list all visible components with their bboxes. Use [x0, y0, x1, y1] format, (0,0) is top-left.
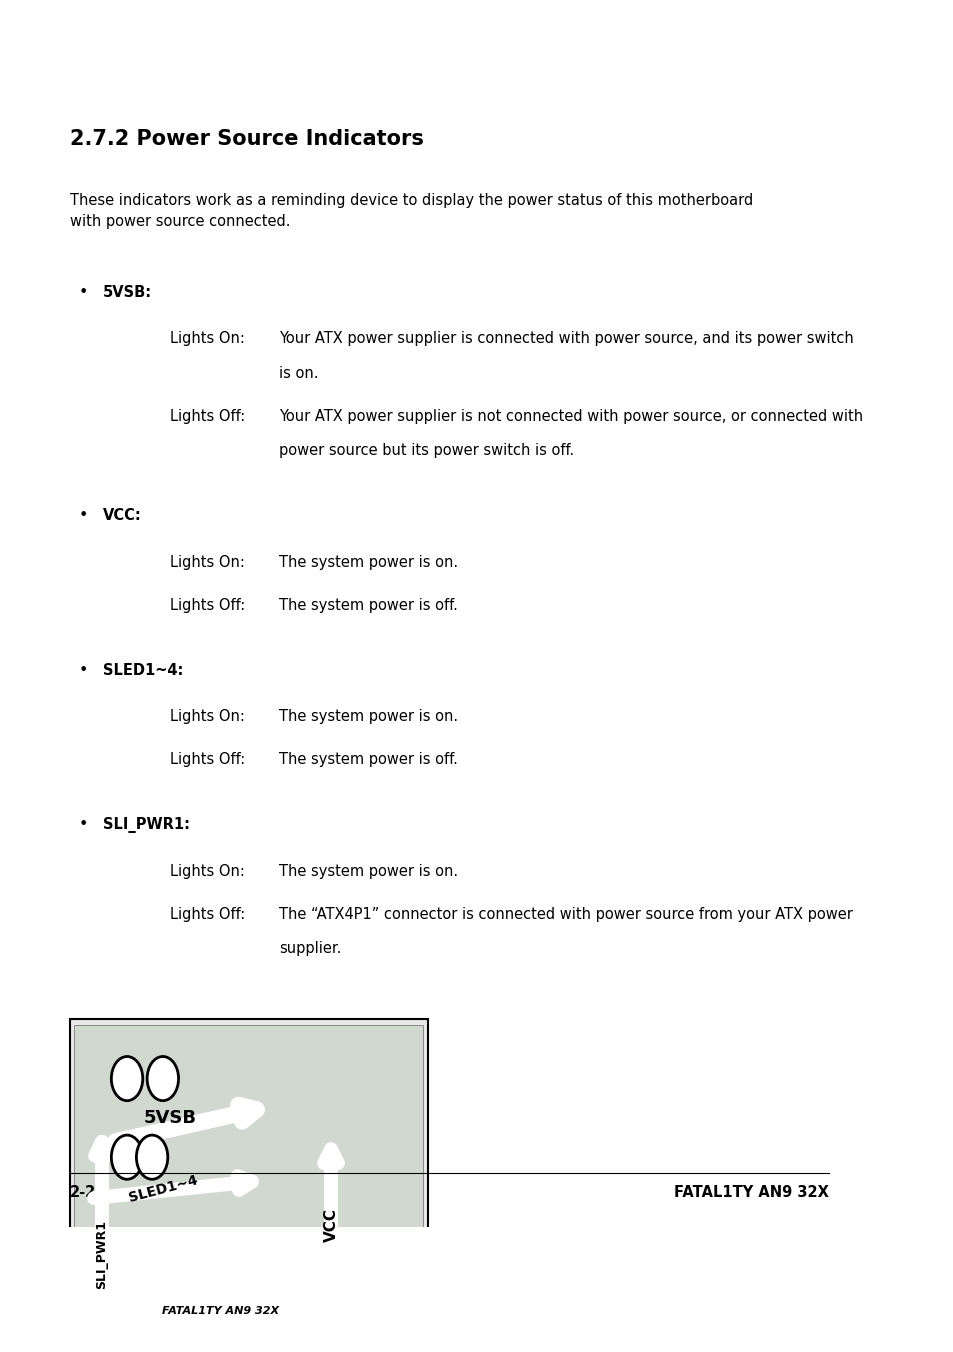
Text: SLED1~4:: SLED1~4:: [103, 662, 183, 677]
Text: The system power is on.: The system power is on.: [279, 710, 457, 725]
Text: Your ATX power supplier is connected with power source, and its power switch: Your ATX power supplier is connected wit…: [279, 331, 853, 346]
Circle shape: [112, 1056, 143, 1101]
Text: •: •: [78, 662, 88, 677]
Text: Lights On:: Lights On:: [170, 710, 245, 725]
Text: SLED1~4: SLED1~4: [127, 1174, 199, 1205]
Text: is on.: is on.: [279, 366, 318, 381]
Text: Lights On:: Lights On:: [170, 331, 245, 346]
Text: Lights On:: Lights On:: [170, 864, 245, 879]
Text: 5VSB:: 5VSB:: [103, 285, 152, 300]
Text: Lights Off:: Lights Off:: [170, 752, 245, 768]
Text: VCC:: VCC:: [103, 508, 142, 523]
Text: 2.7.2 Power Source Indicators: 2.7.2 Power Source Indicators: [70, 128, 423, 149]
Text: supplier.: supplier.: [279, 941, 341, 956]
Text: •: •: [78, 285, 88, 300]
Text: The “ATX4P1” connector is connected with power source from your ATX power: The “ATX4P1” connector is connected with…: [279, 907, 852, 922]
Text: Lights Off:: Lights Off:: [170, 598, 245, 612]
Text: SLI_PWR1:: SLI_PWR1:: [103, 818, 190, 833]
Circle shape: [147, 1056, 178, 1101]
Circle shape: [112, 1136, 143, 1179]
Text: •: •: [78, 818, 88, 833]
Text: The system power is on.: The system power is on.: [279, 554, 457, 569]
Text: The system power is off.: The system power is off.: [279, 598, 457, 612]
Text: These indicators work as a reminding device to display the power status of this : These indicators work as a reminding dev…: [70, 193, 752, 228]
Text: Your ATX power supplier is not connected with power source, or connected with: Your ATX power supplier is not connected…: [279, 408, 862, 423]
Text: Lights Off:: Lights Off:: [170, 907, 245, 922]
Circle shape: [136, 1136, 168, 1179]
Text: Lights On:: Lights On:: [170, 554, 245, 569]
Text: 5VSB: 5VSB: [143, 1109, 196, 1126]
Text: FATAL1TY AN9 32X: FATAL1TY AN9 32X: [674, 1186, 828, 1201]
Text: FATAL1TY AN9 32X: FATAL1TY AN9 32X: [161, 1306, 278, 1315]
Text: The system power is off.: The system power is off.: [279, 752, 457, 768]
Text: 2-26: 2-26: [70, 1186, 106, 1201]
Text: •: •: [78, 508, 88, 523]
Text: Lights Off:: Lights Off:: [170, 408, 245, 423]
Text: SLI_PWR1: SLI_PWR1: [95, 1220, 109, 1288]
Text: VCC: VCC: [323, 1207, 338, 1241]
FancyBboxPatch shape: [70, 1018, 427, 1352]
Text: The system power is on.: The system power is on.: [279, 864, 457, 879]
Text: power source but its power switch is off.: power source but its power switch is off…: [279, 443, 574, 458]
FancyBboxPatch shape: [74, 1025, 423, 1352]
